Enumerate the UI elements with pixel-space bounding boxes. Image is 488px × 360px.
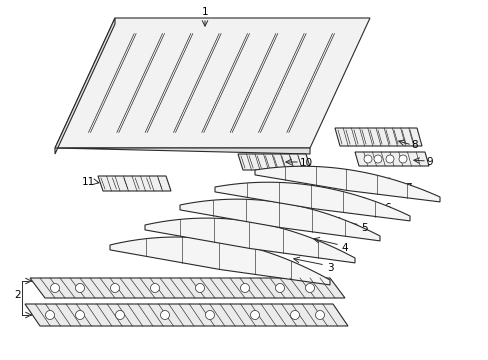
Polygon shape — [334, 128, 421, 146]
Polygon shape — [215, 182, 409, 221]
Circle shape — [115, 310, 124, 320]
Text: 1: 1 — [201, 7, 208, 17]
Circle shape — [195, 284, 204, 292]
Text: 7: 7 — [404, 183, 410, 193]
Circle shape — [398, 155, 406, 163]
Circle shape — [240, 284, 249, 292]
Text: 4: 4 — [341, 243, 347, 253]
Circle shape — [75, 310, 84, 320]
Circle shape — [205, 310, 214, 320]
Circle shape — [385, 155, 393, 163]
Polygon shape — [238, 154, 310, 170]
Polygon shape — [25, 304, 347, 326]
Circle shape — [275, 284, 284, 292]
Text: 2: 2 — [15, 290, 21, 300]
Polygon shape — [354, 152, 428, 166]
Circle shape — [75, 284, 84, 292]
Circle shape — [110, 284, 119, 292]
Text: 9: 9 — [426, 157, 432, 167]
Polygon shape — [55, 18, 369, 148]
Circle shape — [150, 284, 159, 292]
Text: 3: 3 — [326, 263, 333, 273]
Circle shape — [373, 155, 381, 163]
Text: 11: 11 — [81, 177, 95, 187]
Circle shape — [363, 155, 371, 163]
Polygon shape — [145, 218, 354, 263]
Polygon shape — [254, 166, 439, 202]
Polygon shape — [55, 18, 115, 154]
Circle shape — [290, 310, 299, 320]
Text: 6: 6 — [384, 203, 390, 213]
Text: 8: 8 — [411, 140, 417, 150]
Circle shape — [250, 310, 259, 320]
Polygon shape — [55, 148, 309, 154]
Circle shape — [315, 310, 324, 320]
Text: 10: 10 — [299, 158, 312, 168]
Text: 5: 5 — [361, 223, 367, 233]
Circle shape — [305, 284, 314, 292]
Polygon shape — [98, 176, 171, 191]
Polygon shape — [180, 199, 379, 241]
Polygon shape — [110, 237, 329, 285]
Circle shape — [45, 310, 54, 320]
Circle shape — [50, 284, 60, 292]
Circle shape — [160, 310, 169, 320]
Polygon shape — [30, 278, 345, 298]
